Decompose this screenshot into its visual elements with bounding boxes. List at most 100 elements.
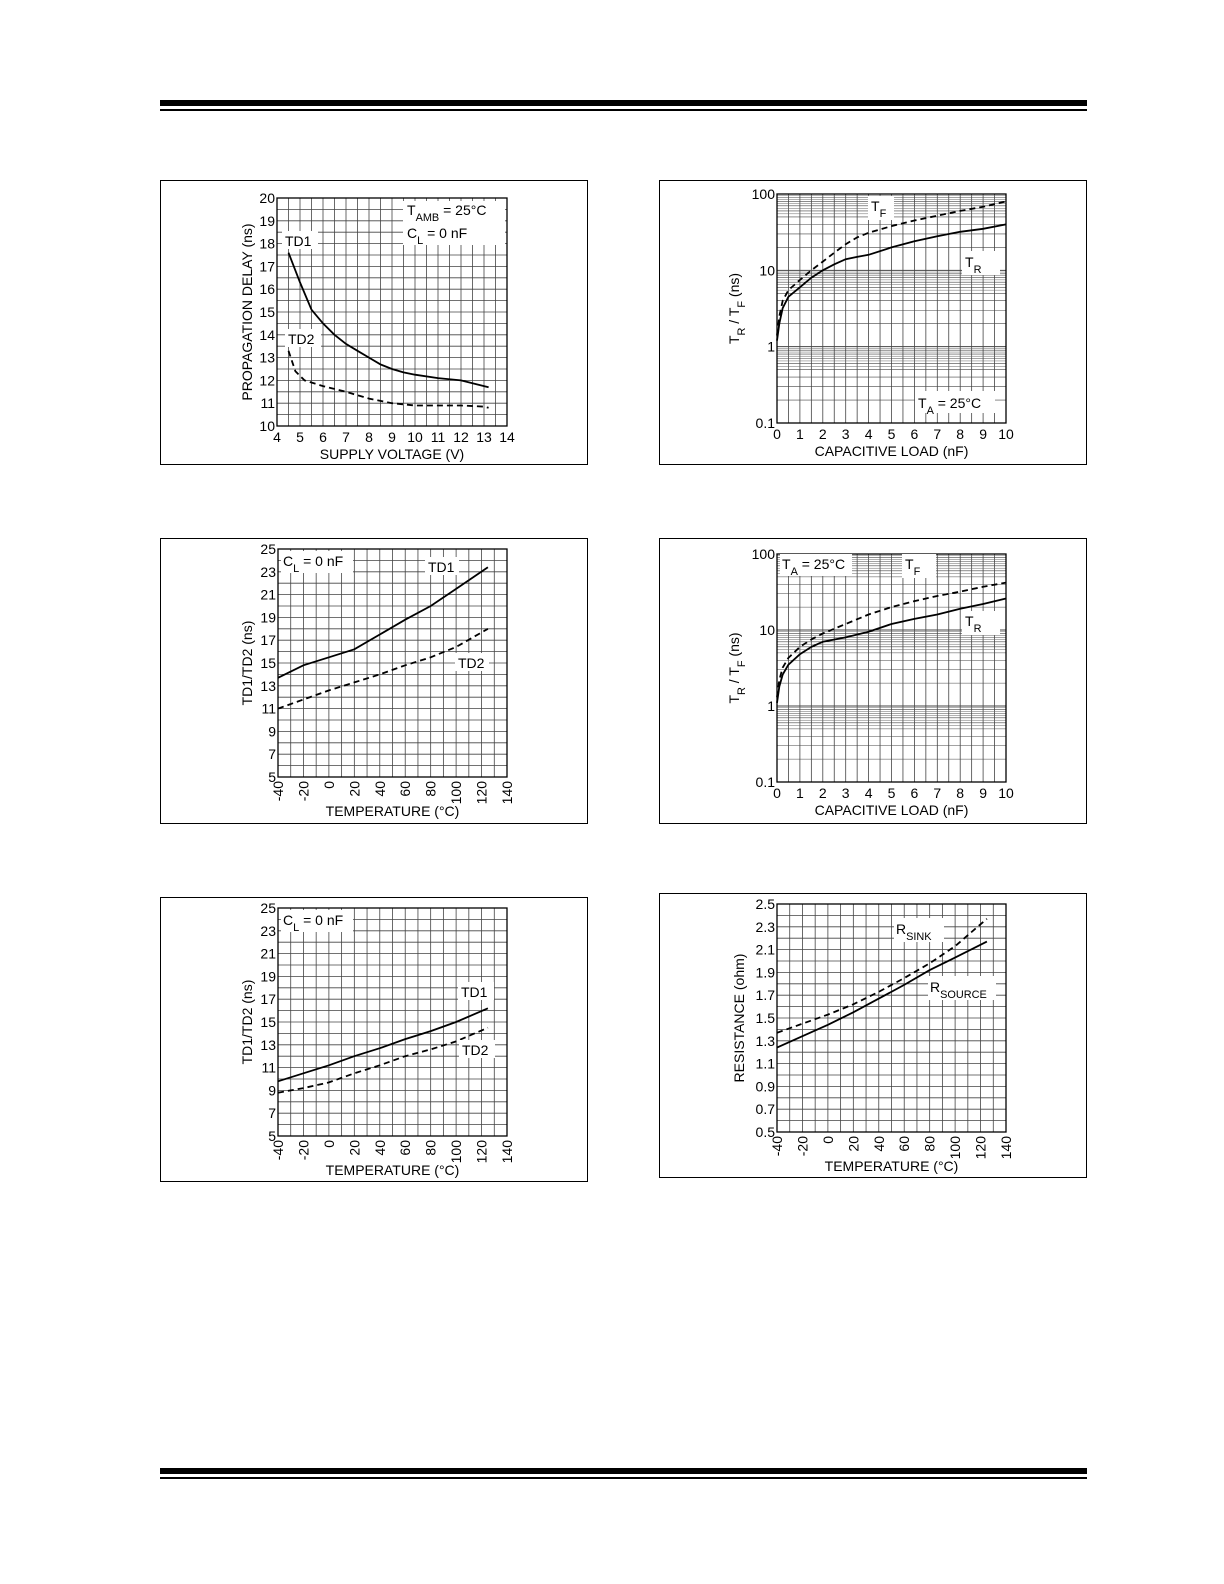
x-tick-label: -40	[270, 781, 286, 801]
x-tick-label: 120	[474, 1140, 490, 1164]
x-tick-label: 6	[911, 426, 919, 442]
footer-rule-thin	[160, 1477, 1087, 1479]
x-tick-label: 5	[888, 785, 896, 801]
x-tick-label: 60	[397, 781, 413, 797]
x-axis-title: CAPACITIVE LOAD (nF)	[815, 443, 969, 459]
x-tick-label: 100	[448, 1140, 464, 1164]
y-tick-label: 13	[259, 350, 275, 366]
annotation-load: CL = 0 nF	[283, 912, 343, 934]
x-tick-label: 10	[998, 426, 1014, 442]
chart-panel-td-vs-temperature-a: -40 -20 0 20 40 60 80 100 120 140 5 7 9 11 13 15 17 19 21 2…	[160, 538, 588, 824]
series-label-box	[962, 251, 1000, 275]
x-tick-label: 5	[888, 426, 896, 442]
y-tick-label: 25	[260, 541, 276, 557]
annotation-box	[780, 554, 852, 576]
plot-area-border	[776, 553, 1007, 783]
chart-panel-td-vs-temperature-b: -40 -20 0 20 40 60 80 100 120 140 5 7 9 11 13 15 17 19 21 2…	[160, 897, 588, 1182]
x-tick-label: 4	[865, 426, 873, 442]
y-tick-label: 100	[752, 186, 776, 202]
x-tick-label: 140	[998, 1136, 1014, 1160]
y-axis-title: TD1/TD2 (ns)	[239, 980, 255, 1065]
x-tick-label: 8	[956, 785, 964, 801]
x-axis-title: SUPPLY VOLTAGE (V)	[320, 446, 464, 462]
series-label-box	[455, 653, 489, 671]
y-tick-label: 19	[260, 968, 276, 984]
chart-svg: -40 -20 0 20 40 60 80 100 120 140 0.5 0.7 0.9 1.1 1.3 1…	[731, 896, 1014, 1174]
grid	[277, 548, 508, 778]
annotation-load: CL = 0 nF	[283, 553, 343, 575]
x-tick-label: 0	[773, 785, 781, 801]
x-tick-label: 4	[273, 429, 281, 445]
x-tick-label: 100	[947, 1136, 963, 1160]
y-tick-label: 21	[260, 587, 276, 603]
annotation-temperature: TA = 25°C	[782, 556, 845, 578]
series-line-secondary	[776, 597, 1007, 704]
annotation-box	[915, 391, 995, 413]
y-axis-title: TR / TF (ns)	[726, 273, 748, 344]
x-tick-label: 0	[321, 781, 337, 789]
x-tick-label: 9	[979, 426, 987, 442]
series-line-primary	[277, 1007, 489, 1083]
grid	[776, 554, 1007, 783]
x-tick-label: 60	[397, 1140, 413, 1156]
y-tick-label: 9	[268, 723, 276, 739]
y-tick-label: 5	[268, 769, 276, 785]
y-tick-label: 20	[259, 190, 275, 206]
series-line-secondary	[776, 223, 1007, 341]
y-tick-label: 2.1	[756, 942, 776, 958]
annotation-temperature: TA = 25°C	[918, 395, 981, 417]
y-tick-label: 13	[260, 1037, 276, 1053]
annotation-temperature: TAMB = 25°C	[407, 202, 486, 224]
series-line-secondary	[277, 1026, 489, 1094]
x-tick-label: 0	[773, 426, 781, 442]
grid	[277, 907, 508, 1137]
y-tick-label: 17	[260, 991, 276, 1007]
x-tick-label: 10	[998, 785, 1014, 801]
y-tick-label: 18	[259, 236, 275, 252]
y-tick-label: 21	[260, 946, 276, 962]
series-label-rsink: RSINK	[896, 921, 932, 943]
series-label-td2: TD2	[462, 1042, 489, 1058]
x-tick-label: 12	[453, 429, 469, 445]
x-tick-label: 5	[296, 429, 304, 445]
y-tick-label: 1	[767, 339, 775, 355]
plot-area-border	[776, 903, 1007, 1133]
x-tick-label: -20	[794, 1136, 810, 1156]
chart-svg: -40 -20 0 20 40 60 80 100 120 140 5 7 9 11 13 15 17 19 21 2…	[239, 900, 515, 1178]
series-line-secondary	[287, 350, 489, 409]
x-tick-label: 3	[842, 426, 850, 442]
y-tick-label: 1.5	[756, 1010, 776, 1026]
header-rule-thick	[160, 100, 1087, 106]
series-label-td2: TD2	[458, 655, 485, 671]
x-tick-label: 10	[407, 429, 423, 445]
series-label-box	[902, 554, 936, 578]
series-label-box	[928, 976, 996, 1000]
grid	[776, 194, 1007, 424]
series-label-box	[282, 231, 318, 249]
series-label-box	[285, 329, 321, 347]
series-label-box	[894, 918, 944, 942]
x-tick-label: 13	[476, 429, 492, 445]
x-tick-label: 4	[865, 785, 873, 801]
chart-panel-resistance-vs-temperature: -40 -20 0 20 40 60 80 100 120 140 0.5 0.7 0.9 1.1 1.3 1…	[659, 893, 1087, 1178]
x-tick-label: 60	[896, 1136, 912, 1152]
series-label-box	[458, 982, 494, 1000]
y-tick-label: 1	[767, 698, 775, 714]
x-tick-label: 80	[423, 1140, 439, 1156]
x-tick-label: 140	[499, 781, 515, 805]
y-tick-label: 10	[759, 262, 775, 278]
x-tick-label: -40	[769, 1136, 785, 1156]
x-tick-label: 2	[819, 785, 827, 801]
x-tick-label: 20	[346, 781, 362, 797]
series-label-td1: TD1	[461, 984, 488, 1000]
plot-area-border	[277, 548, 508, 778]
x-tick-label: 1	[796, 426, 804, 442]
series-line-secondary	[776, 940, 988, 1049]
y-tick-label: 15	[260, 1014, 276, 1030]
chart-svg: -40 -20 0 20 40 60 80 100 120 140 5 7 9 11 13 15 17 19 21 2…	[239, 541, 515, 819]
series-label-td1: TD1	[285, 233, 312, 249]
y-tick-label: 1.9	[756, 964, 776, 980]
y-tick-label: 11	[260, 395, 275, 411]
